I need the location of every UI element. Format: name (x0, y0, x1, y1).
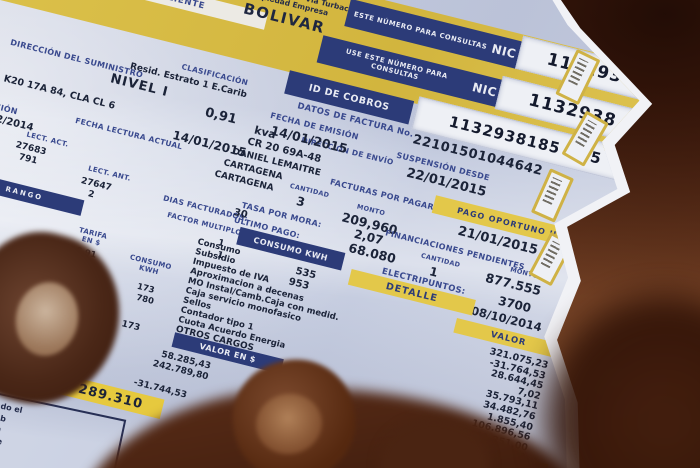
lect-ant-1: 27647 (79, 176, 113, 194)
suministro-direccion: 003 + K20 17A 84, CLA CL 6 (2, 73, 117, 112)
lect-ant-2: 2 (86, 189, 96, 201)
consumo-col-header: CONSUMO KWH (127, 253, 172, 279)
fecha-lectura-value: 14/01/2015 (171, 128, 248, 160)
fecha-lectura-label: FECHA LECTURA ACTUAL (74, 115, 184, 152)
consumo-col-value-3: 173 (120, 319, 142, 334)
rango-strip: RANGO (0, 171, 84, 216)
facturas-cantidad-label: CANTIDAD (289, 181, 331, 200)
medicion-label: MEDICIÓN (0, 96, 19, 117)
nic-label-2: NIC (470, 80, 499, 100)
nic-label-1: NIC (490, 41, 518, 62)
kva-value: 0,91 (203, 105, 239, 128)
facturas-cantidad: 3 (294, 193, 307, 210)
